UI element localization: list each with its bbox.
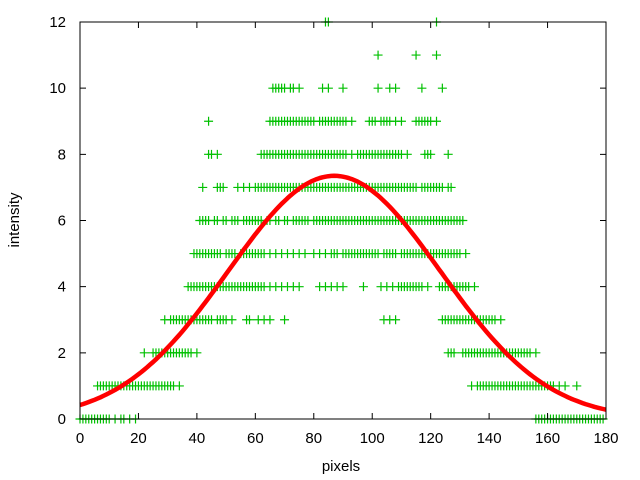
data-point — [204, 116, 214, 126]
data-point — [461, 249, 471, 259]
fit-curve-group — [79, 173, 607, 412]
data-point — [218, 182, 228, 192]
data-point — [446, 182, 456, 192]
data-point — [432, 50, 442, 60]
data-point — [338, 282, 348, 292]
x-tick-label: 120 — [418, 430, 443, 447]
data-point — [373, 50, 383, 60]
x-tick-label: 60 — [247, 430, 264, 447]
y-tick-label: 8 — [58, 146, 66, 163]
data-point — [294, 282, 304, 292]
data-point — [496, 315, 506, 325]
data-point — [358, 282, 368, 292]
y-tick-label: 4 — [58, 279, 66, 296]
y-tick-label: 12 — [49, 14, 66, 31]
data-point — [174, 381, 184, 391]
x-axis-label: pixels — [322, 458, 360, 475]
data-point — [338, 83, 348, 93]
data-point — [470, 282, 479, 292]
y-tick-label: 10 — [49, 80, 66, 97]
x-tick-label: 140 — [477, 430, 502, 447]
data-point — [280, 315, 290, 325]
data-point — [244, 315, 254, 325]
data-point — [411, 50, 421, 60]
data-point — [437, 83, 447, 93]
data-point — [432, 116, 442, 126]
y-tick-label: 0 — [58, 411, 66, 428]
y-tick-label: 6 — [58, 213, 66, 230]
data-point — [449, 348, 459, 358]
y-axis-label: intensity — [6, 192, 23, 248]
x-tick-labels: 0 20 40 60 80 100 120 140 160 180 — [76, 430, 619, 447]
x-tick-label: 180 — [593, 430, 618, 447]
data-point — [294, 83, 304, 93]
data-point — [443, 149, 453, 159]
data-point — [391, 83, 401, 93]
data-point — [423, 282, 433, 292]
data-point — [265, 315, 275, 325]
x-tick-label: 100 — [360, 430, 385, 447]
data-point — [402, 149, 412, 159]
y-tick-label: 2 — [58, 345, 66, 362]
data-point — [531, 348, 541, 358]
x-tick-label: 20 — [130, 430, 147, 447]
data-point — [347, 116, 357, 126]
x-tick-label: 40 — [189, 430, 206, 447]
data-point — [227, 315, 237, 325]
data-point — [373, 83, 383, 93]
data-point — [396, 116, 406, 126]
x-tick-label: 160 — [535, 430, 560, 447]
data-point — [139, 348, 149, 358]
data-point — [572, 381, 582, 391]
data-point — [391, 315, 401, 325]
data-point — [426, 149, 436, 159]
data-point — [300, 249, 310, 259]
data-point — [198, 182, 208, 192]
axis-ticks — [79, 21, 607, 420]
x-tick-label: 80 — [305, 430, 322, 447]
fit-curve — [79, 173, 607, 412]
data-point — [192, 348, 202, 358]
data-point — [212, 149, 222, 159]
data-point — [417, 83, 427, 93]
data-point — [458, 216, 468, 225]
data-point — [560, 381, 570, 391]
data-point — [323, 83, 333, 93]
x-tick-label: 0 — [76, 430, 84, 447]
y-tick-labels: 0 2 4 6 8 10 12 — [49, 14, 66, 428]
